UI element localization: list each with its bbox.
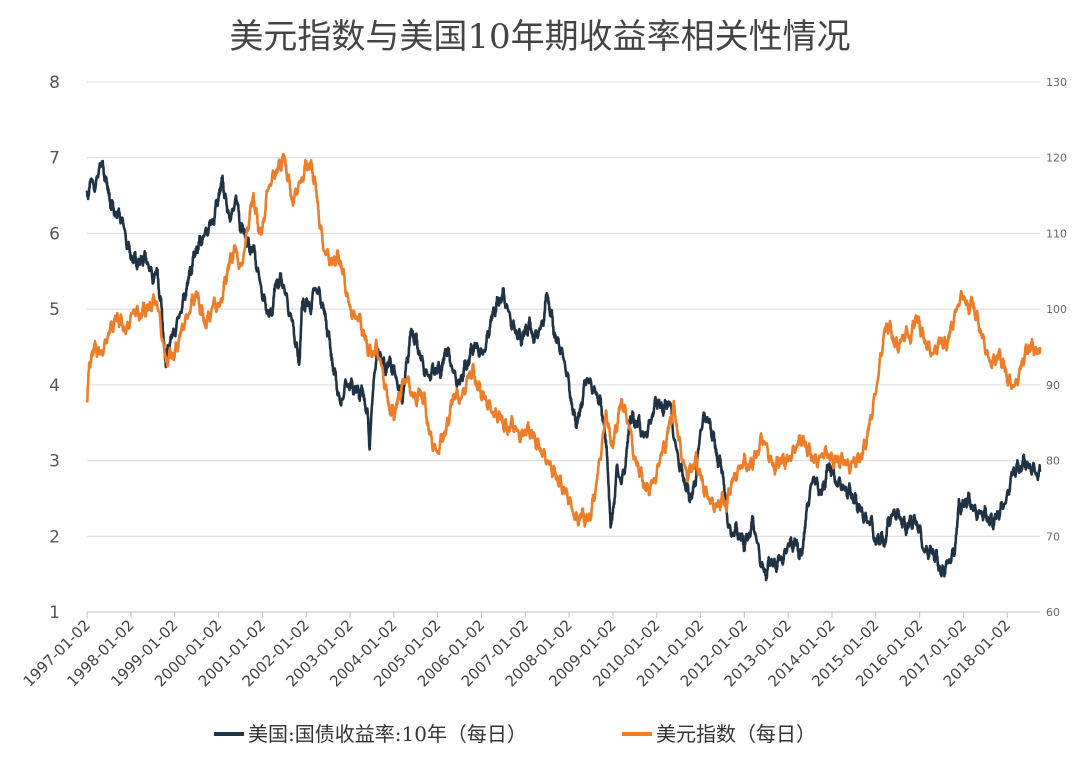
y-left-tick-label: 2	[49, 527, 60, 547]
series-line	[85, 152, 1042, 528]
legend: 美国:国债收益率:10年（每日） 美元指数（每日）	[214, 722, 816, 746]
y-left-tick-label: 3	[49, 452, 60, 472]
y-left-tick-label: 8	[49, 73, 60, 93]
y-right-tick-label: 120	[1046, 152, 1067, 165]
y-right-tick-label: 80	[1046, 455, 1060, 468]
y-right-tick-label: 130	[1046, 76, 1067, 89]
y-right-tick-label: 60	[1046, 606, 1060, 619]
series-lines	[85, 152, 1042, 582]
y-right-tick-label: 90	[1046, 379, 1060, 392]
y-left-tick-label: 1	[49, 603, 60, 623]
y-left-tick-label: 4	[49, 376, 60, 396]
y-left-tick-label: 6	[49, 224, 60, 244]
legend-label: 美元指数（每日）	[656, 722, 816, 746]
y-right-tick-label: 110	[1046, 227, 1067, 240]
y-left-tick-label: 5	[49, 300, 60, 320]
chart-title: 美元指数与美国10年期收益率相关性情况	[229, 17, 850, 57]
y-left-tick-label: 7	[49, 149, 60, 169]
y-right-tick-label: 70	[1046, 530, 1060, 543]
series-line	[85, 159, 1042, 582]
axis-ticks: 12345678607080901001101201301997-01-0219…	[20, 73, 1067, 690]
y-right-tick-label: 100	[1046, 303, 1067, 316]
legend-label: 美国:国债收益率:10年（每日）	[248, 722, 527, 746]
